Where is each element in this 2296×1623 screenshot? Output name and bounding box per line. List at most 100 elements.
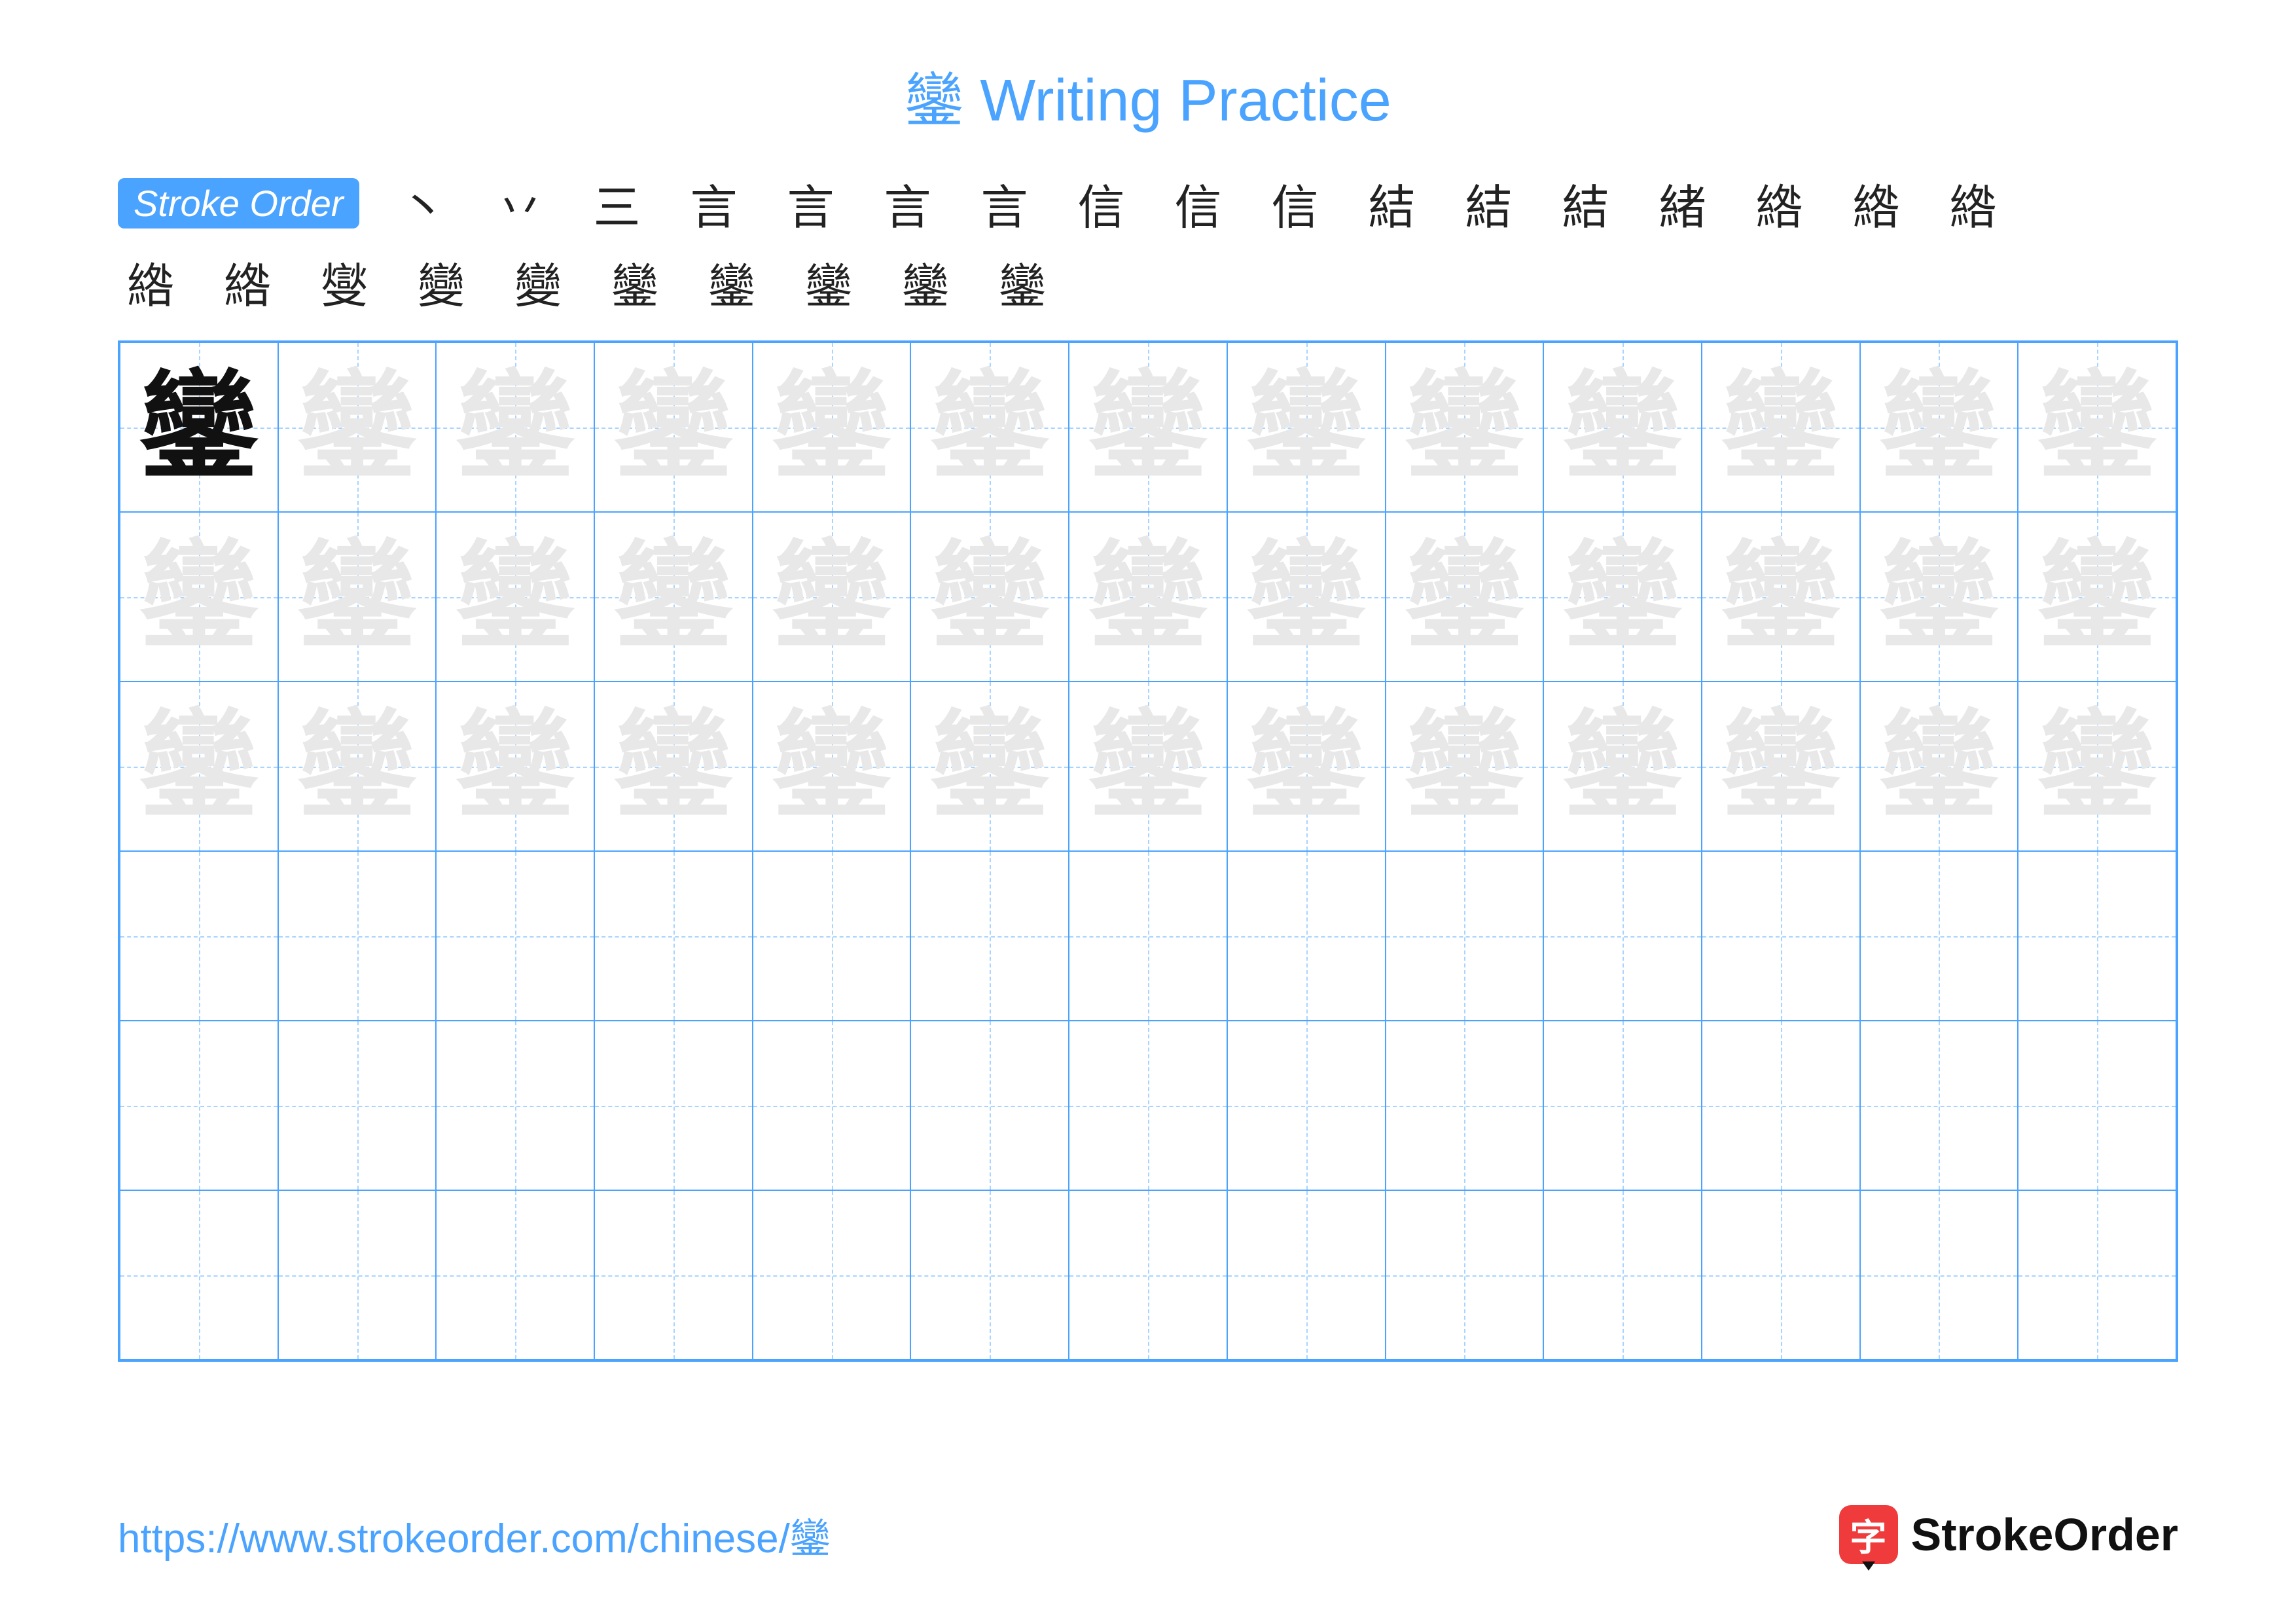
grid-cell — [278, 1190, 437, 1360]
grid-cell — [1860, 851, 2018, 1021]
stroke-step: 言 — [778, 170, 844, 236]
stroke-step: 鑾 — [602, 249, 668, 314]
practice-char: 鑾 — [298, 369, 416, 486]
stroke-step: 變 — [408, 249, 474, 314]
practice-char: 鑾 — [1564, 538, 1681, 656]
page-title: 鑾 Writing Practice — [118, 52, 2178, 137]
stroke-step: 綹 — [1844, 170, 1909, 236]
brand-name: StrokeOrder — [1911, 1508, 2178, 1561]
grid-cell — [910, 1190, 1069, 1360]
grid-cell: 鑾 — [436, 512, 594, 682]
grid-cell: 鑾 — [1543, 682, 1702, 851]
source-url[interactable]: https://www.strokeorder.com/chinese/鑾 — [118, 1505, 831, 1564]
stroke-step: 三 — [584, 170, 650, 236]
practice-char: 鑾 — [1880, 369, 1998, 486]
grid-cell: 鑾 — [753, 682, 911, 851]
grid-cell — [1860, 1021, 2018, 1190]
practice-char: 鑾 — [456, 538, 574, 656]
grid-cell — [1702, 1021, 1860, 1190]
stroke-step: 綹 — [1747, 170, 1812, 236]
grid-cell — [436, 851, 594, 1021]
grid-cell: 鑾 — [1227, 682, 1386, 851]
practice-char: 鑾 — [615, 369, 732, 486]
grid-cell — [753, 1190, 911, 1360]
stroke-step: 燮 — [312, 249, 377, 314]
brand: 字 StrokeOrder — [1839, 1505, 2178, 1564]
practice-char: 鑾 — [615, 538, 732, 656]
grid-cell: 鑾 — [1069, 512, 1227, 682]
practice-char: 鑾 — [931, 369, 1049, 486]
grid-cell: 鑾 — [753, 512, 911, 682]
grid-cell: 鑾 — [910, 682, 1069, 851]
grid-cell: 鑾 — [436, 682, 594, 851]
practice-char: 鑾 — [1564, 369, 1681, 486]
grid-cell: 鑾 — [1227, 512, 1386, 682]
practice-char: 鑾 — [298, 708, 416, 826]
grid-cell — [120, 1021, 278, 1190]
stroke-step: 言 — [681, 170, 747, 236]
grid-cell: 鑾 — [1543, 512, 1702, 682]
title-char: 鑾 — [905, 68, 963, 134]
grid-cell: 鑾 — [1069, 342, 1227, 512]
grid-cell — [278, 1021, 437, 1190]
practice-char: 鑾 — [2038, 538, 2156, 656]
grid-cell: 鑾 — [2018, 682, 2176, 851]
grid-cell: 鑾 — [1386, 342, 1544, 512]
practice-char: 鑾 — [140, 708, 258, 826]
practice-char: 鑾 — [1564, 708, 1681, 826]
practice-grid: 鑾鑾鑾鑾鑾鑾鑾鑾鑾鑾鑾鑾鑾鑾鑾鑾鑾鑾鑾鑾鑾鑾鑾鑾鑾鑾鑾鑾鑾鑾鑾鑾鑾鑾鑾鑾鑾鑾鑾 — [118, 340, 2178, 1362]
grid-cell — [2018, 851, 2176, 1021]
practice-char: 鑾 — [1405, 708, 1523, 826]
grid-cell — [1069, 1021, 1227, 1190]
grid-cell — [1702, 1190, 1860, 1360]
stroke-step: 結 — [1456, 170, 1522, 236]
grid-cell: 鑾 — [436, 342, 594, 512]
grid-cell — [1386, 1021, 1544, 1190]
practice-char: 鑾 — [773, 538, 891, 656]
stroke-step: 丷 — [488, 170, 553, 236]
practice-char: 鑾 — [1247, 369, 1365, 486]
practice-char: 鑾 — [1089, 538, 1207, 656]
grid-cell — [1860, 1190, 2018, 1360]
practice-char: 鑾 — [1089, 369, 1207, 486]
grid-cell — [2018, 1021, 2176, 1190]
grid-cell — [1227, 1190, 1386, 1360]
grid-cell: 鑾 — [910, 512, 1069, 682]
grid-cell: 鑾 — [594, 682, 753, 851]
practice-char: 鑾 — [931, 538, 1049, 656]
stroke-order-row-1: Stroke Order 丶丷三言言言言信信信結結結緒綹綹綹 — [118, 170, 2178, 236]
grid-cell — [1069, 1190, 1227, 1360]
stroke-step: 信 — [1069, 170, 1134, 236]
grid-cell: 鑾 — [1386, 512, 1544, 682]
grid-cell: 鑾 — [1702, 682, 1860, 851]
stroke-order-row-2: 綹綹燮變變鑾鑾鑾鑾鑾 — [118, 249, 2178, 314]
stroke-step: 緒 — [1650, 170, 1715, 236]
stroke-step: 言 — [875, 170, 941, 236]
grid-cell: 鑾 — [2018, 512, 2176, 682]
grid-cell — [753, 851, 911, 1021]
footer: https://www.strokeorder.com/chinese/鑾 字 … — [118, 1505, 2178, 1564]
grid-cell — [278, 851, 437, 1021]
practice-char: 鑾 — [1722, 538, 1840, 656]
practice-char: 鑾 — [1880, 708, 1998, 826]
grid-cell: 鑾 — [120, 682, 278, 851]
grid-cell: 鑾 — [1386, 682, 1544, 851]
practice-char: 鑾 — [773, 708, 891, 826]
grid-cell: 鑾 — [1543, 342, 1702, 512]
stroke-step: 變 — [505, 249, 571, 314]
grid-cell — [594, 851, 753, 1021]
grid-cell — [120, 851, 278, 1021]
grid-cell — [1543, 1021, 1702, 1190]
stroke-step: 丶 — [391, 170, 456, 236]
practice-char: 鑾 — [1247, 538, 1365, 656]
grid-cell: 鑾 — [1860, 682, 2018, 851]
grid-cell: 鑾 — [594, 512, 753, 682]
stroke-step: 信 — [1263, 170, 1328, 236]
grid-cell — [1543, 851, 1702, 1021]
practice-char: 鑾 — [2038, 708, 2156, 826]
stroke-step: 鑾 — [990, 249, 1055, 314]
grid-cell — [1227, 851, 1386, 1021]
stroke-step: 綹 — [1941, 170, 2006, 236]
practice-char: 鑾 — [1722, 369, 1840, 486]
grid-cell: 鑾 — [120, 342, 278, 512]
